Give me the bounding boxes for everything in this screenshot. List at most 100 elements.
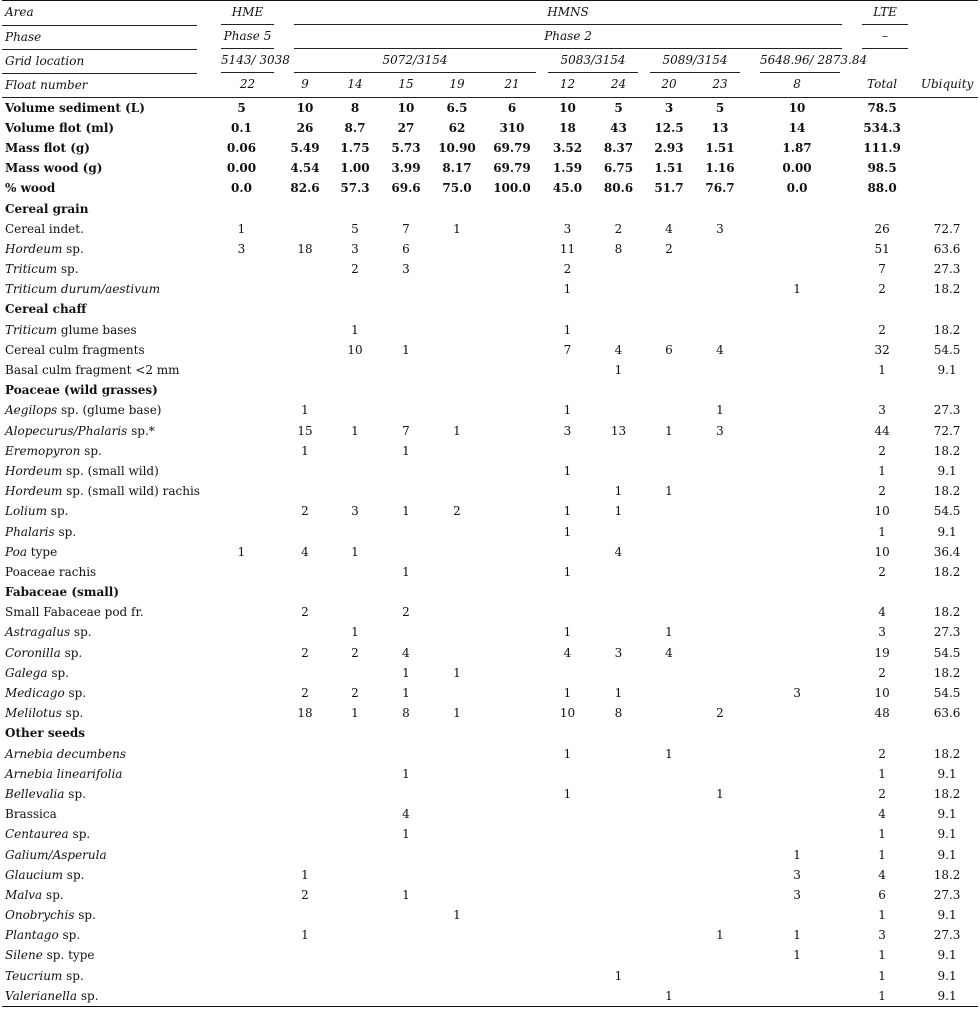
row-label-part: sp. [47, 665, 69, 680]
cell-value [380, 461, 432, 481]
cell-value [746, 985, 849, 1007]
cell-value [746, 239, 848, 259]
cell-value [482, 299, 542, 319]
cell-value [482, 945, 542, 965]
cell-total: 2 [878, 443, 886, 458]
cell-value [280, 360, 330, 380]
cell-value: 3 [351, 504, 359, 519]
cell-value: 2 [614, 221, 623, 236]
grid-5083: 5083/3154 [548, 49, 638, 73]
cell-value: 10 [397, 100, 415, 115]
cell-value [593, 582, 644, 602]
cell-value [380, 542, 432, 562]
cell-total: 32 [874, 342, 890, 357]
cell-value: 10 [559, 100, 576, 115]
cell-value: 4 [563, 645, 572, 660]
cell-value: 80.6 [603, 181, 634, 196]
cell-value [432, 985, 482, 1007]
table-row: Arnebia linearifolia 1 1 9.1 [2, 764, 978, 784]
table-row: Astragalus sp. 1 1 1 3 27.3 [2, 622, 978, 642]
phase-header-row: Phase Phase 5 Phase 2 – [2, 25, 978, 50]
cell-ubiquity: 9.1 [937, 524, 957, 539]
cell-value [482, 764, 542, 784]
row-label: Volume flot (ml) [2, 118, 197, 138]
cell-value: 1 [402, 342, 410, 357]
cell-value [280, 481, 330, 501]
cell-value: 2 [351, 686, 359, 701]
row-label: Melilotus sp. [2, 703, 197, 723]
row-label-part: Cereal indet. [5, 221, 84, 236]
cell-value [542, 804, 593, 824]
cell-value [380, 865, 432, 885]
cell-value: 13 [711, 120, 729, 135]
table-row: Volume flot (ml) 0.1 26 8.7 27 62 310 18 43 12.5 1… [2, 118, 978, 138]
cell-value [482, 521, 542, 541]
cell-value [482, 824, 542, 844]
row-label-part: Hordeum [5, 241, 63, 256]
cell-value: 1 [351, 544, 359, 559]
cell-value: 8.37 [603, 140, 634, 155]
cell-value: 3 [716, 221, 724, 236]
cell-value [330, 602, 380, 622]
cell-total: 4 [878, 867, 886, 882]
cell-value: 1 [402, 827, 410, 842]
table-row: Plantago sp. 1 1 1 3 27.3 [2, 925, 978, 945]
cell-value [694, 622, 746, 642]
cell-value [482, 279, 542, 299]
cell-ubiquity: 18.2 [933, 564, 961, 579]
row-label-part: Coronilla [5, 645, 61, 660]
cell-value [593, 784, 644, 804]
table-row: Poaceae rachis 1 1 2 18.2 [2, 562, 978, 582]
cell-total: 78.5 [867, 100, 897, 115]
cell-ubiquity [916, 138, 978, 158]
cell-total: 10 [874, 686, 890, 701]
cell-value [746, 663, 848, 683]
row-label: Poaceae rachis [2, 562, 197, 582]
cell-value [593, 985, 644, 1007]
row-label-part: Phalaris [5, 524, 55, 539]
cell-value: 2 [402, 605, 410, 620]
cell-value: 1 [402, 443, 410, 458]
row-label: Centaurea sp. [2, 824, 197, 844]
cell-value [432, 562, 482, 582]
cell-value: 1 [563, 564, 572, 579]
cell-value [330, 299, 380, 319]
cell-value: 3 [237, 241, 246, 256]
cell-value [593, 441, 644, 461]
cell-ubiquity [916, 178, 978, 198]
cell-value [280, 844, 330, 864]
cell-value [330, 279, 380, 299]
row-label-part: Poa [5, 544, 27, 559]
cell-value: 8 [614, 706, 623, 721]
row-label: Volume sediment (L) [2, 97, 197, 118]
cell-value [644, 764, 694, 784]
cell-value [644, 966, 694, 986]
cell-value [380, 905, 432, 925]
cell-value: 2 [301, 645, 309, 660]
cell-value [746, 703, 848, 723]
grid-header-row: Grid location 5143/ 3038 5072/3154 5083/… [2, 49, 978, 74]
cell-value [197, 643, 280, 663]
row-label-part: sp. (small wild) rachis [62, 484, 200, 499]
cell-value [197, 885, 280, 905]
cell-value [432, 683, 482, 703]
cell-ubiquity: 18.2 [933, 605, 961, 620]
cell-value: 2 [563, 262, 572, 277]
cell-value [542, 885, 593, 905]
cell-value: 7 [402, 423, 410, 438]
table-row: Brassica 4 4 9.1 [2, 804, 978, 824]
table-row: Small Fabaceae pod fr. 2 2 4 18.2 [2, 602, 978, 622]
cell-value [482, 723, 542, 743]
cell-value: 1 [793, 847, 801, 862]
cell-value: 5 [237, 100, 246, 115]
cell-value [694, 985, 746, 1007]
cell-value [746, 582, 848, 602]
cell-value [197, 198, 280, 218]
cell-value [432, 622, 482, 642]
cell-value [482, 461, 542, 481]
cell-value: 1 [402, 504, 410, 519]
cell-value [280, 966, 330, 986]
cell-total: 44 [874, 423, 890, 438]
cell-total: 1 [848, 985, 917, 1007]
cell-value [197, 945, 280, 965]
